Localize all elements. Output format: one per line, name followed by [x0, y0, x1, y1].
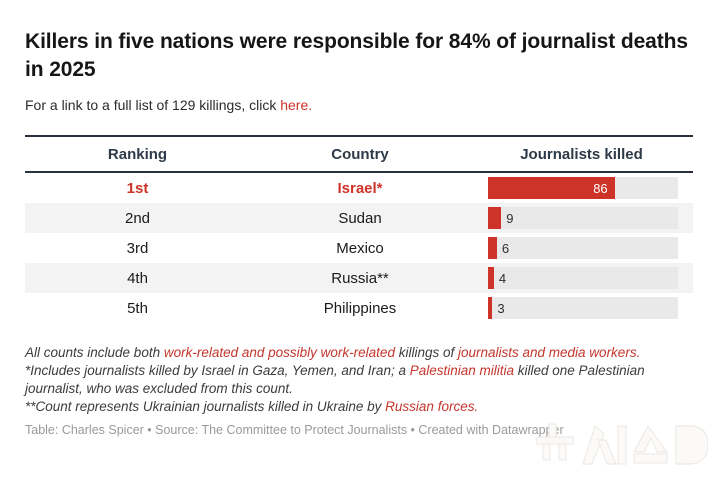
column-header-journalists-killed: Journalists killed — [520, 145, 643, 163]
country-value: Sudan — [338, 209, 382, 227]
ranking-cell: 3rd — [25, 240, 250, 257]
country-cell: Russia** — [250, 270, 470, 287]
table-header-row: Ranking Country Journalists killed — [25, 135, 693, 173]
footnote-text: killed one Palestinian journalist, who w… — [25, 363, 645, 396]
bar-value-label: 3 — [497, 300, 505, 316]
column-header-ranking: Ranking — [107, 145, 168, 163]
country-cell: Philippines — [250, 300, 470, 317]
ranking-cell: 4th — [25, 270, 250, 287]
journalists-killed-cell: 9 — [470, 207, 693, 229]
table-row: 4th Russia** 4 — [25, 263, 693, 293]
footnotes: All counts include both work-related and… — [25, 344, 697, 416]
footnote-link[interactable]: Palestinian militia — [409, 363, 515, 378]
table-row: 5th Philippines 3 — [25, 293, 693, 323]
ranking-value: 4th — [127, 269, 148, 287]
footnote-text: **Count represents Ukrainian journalists… — [25, 399, 386, 414]
bar-fill — [488, 237, 497, 259]
journalists-killed-cell: 6 — [470, 237, 693, 259]
bar-track: 9 — [488, 207, 678, 229]
ranking-cell: 1st — [25, 180, 250, 197]
table-row: 2nd Sudan 9 — [25, 203, 693, 233]
chart-subtitle: For a link to a full list of 129 killing… — [25, 97, 693, 113]
ranking-value: 3rd — [126, 239, 149, 257]
journalists-killed-cell: 4 — [470, 267, 693, 289]
bar-fill: 86 — [488, 177, 615, 199]
hangul-nyu-glyph — [536, 423, 574, 461]
newsis-logo-glyphs — [536, 423, 709, 465]
table-row: 3rd Mexico 6 — [25, 233, 693, 263]
attribution-caption: Table: Charles Spicer • Source: The Comm… — [25, 423, 564, 437]
bar-fill — [488, 207, 502, 229]
bar-track: 3 — [488, 297, 678, 319]
chart-title: Killers in five nations were responsible… — [25, 30, 688, 81]
newsis-d-emblem — [675, 425, 709, 465]
subtitle-text: For a link to a full list of 129 killing… — [25, 97, 281, 113]
footnote-link[interactable]: work-related and possibly work-related — [163, 345, 395, 360]
footnote-link[interactable]: journalists and media workers. — [457, 345, 641, 360]
bar-fill — [488, 267, 494, 289]
footnote-line: All counts include both work-related and… — [25, 344, 697, 362]
ranking-value: 2nd — [124, 209, 151, 227]
country-value: Israel* — [337, 179, 383, 197]
country-value: Mexico — [336, 239, 384, 257]
bar-track: 6 — [488, 237, 678, 259]
journalists-killed-cell: 86 — [470, 177, 693, 199]
country-cell: Sudan — [250, 210, 470, 227]
footnote-text: All counts include both — [25, 345, 164, 360]
country-cell: Israel* — [250, 180, 470, 197]
bar-value-label: 86 — [593, 180, 608, 196]
journalists-killed-cell: 3 — [470, 297, 693, 319]
hangul-seu-glyph — [633, 425, 668, 464]
column-header-country: Country — [331, 145, 389, 163]
chart-card: Killers in five nations were responsible… — [25, 30, 709, 465]
ranking-value: 1st — [126, 179, 149, 197]
bar-value-label: 6 — [501, 240, 510, 256]
ranking-cell: 5th — [25, 300, 250, 317]
newsis-watermark-logo — [536, 422, 709, 472]
ranking-cell: 2nd — [25, 210, 250, 227]
table-row: 1st Israel* 86 — [25, 173, 693, 203]
bar-fill — [488, 297, 493, 319]
bar-track: 86 — [488, 177, 678, 199]
bar-value-label: 4 — [498, 270, 507, 286]
footnote-line: **Count represents Ukrainian journalists… — [25, 398, 697, 416]
ranking-value: 5th — [127, 299, 148, 317]
footnote-text: *Includes journalists killed by Israel i… — [25, 363, 410, 378]
table-body: 1st Israel* 86 2nd Sudan 9 3rd Mexico 6 4th Russia… — [25, 173, 693, 323]
bar-value-label: 9 — [506, 210, 514, 226]
footnote-link[interactable]: Russian forces. — [385, 399, 479, 414]
bar-track: 4 — [488, 267, 678, 289]
country-cell: Mexico — [250, 240, 470, 257]
ranking-table: Ranking Country Journalists killed 1st Is… — [25, 135, 693, 323]
hangul-si-glyph — [582, 425, 627, 465]
subtitle-here-link[interactable]: here. — [280, 97, 313, 113]
country-value: Russia** — [331, 269, 389, 287]
footnote-text: killings of — [394, 345, 458, 360]
footnote-line: *Includes journalists killed by Israel i… — [25, 362, 697, 398]
country-value: Philippines — [323, 299, 397, 317]
